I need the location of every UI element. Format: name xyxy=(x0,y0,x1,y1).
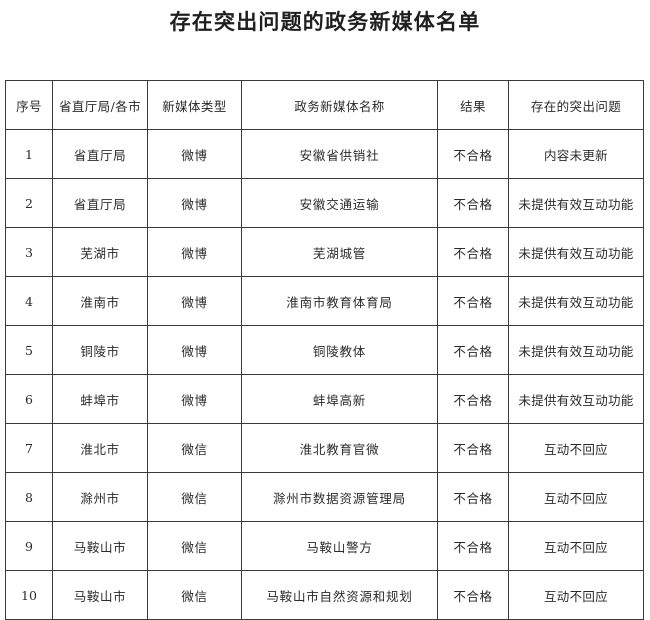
table-row: 3 芜湖市 微博 芜湖城管 不合格 未提供有效互动功能 xyxy=(5,227,644,277)
cell-type: 微博 xyxy=(147,129,242,179)
cell-org: 淮北市 xyxy=(52,423,148,473)
table-row: 4 淮南市 微博 淮南市教育体育局 不合格 未提供有效互动功能 xyxy=(5,276,644,326)
column-header-type: 新媒体类型 xyxy=(147,80,242,130)
cell-type: 微信 xyxy=(147,570,242,620)
cell-problem: 互动不回应 xyxy=(508,472,644,522)
cell-name: 蚌埠高新 xyxy=(241,374,438,424)
table-row: 6 蚌埠市 微博 蚌埠高新 不合格 未提供有效互动功能 xyxy=(5,374,644,424)
cell-name: 滁州市数据资源管理局 xyxy=(241,472,438,522)
cell-type: 微信 xyxy=(147,472,242,522)
cell-index: 4 xyxy=(5,276,53,326)
cell-name: 马鞍山市自然资源和规划 xyxy=(241,570,438,620)
cell-type: 微博 xyxy=(147,178,242,228)
cell-org: 滁州市 xyxy=(52,472,148,522)
cell-result: 不合格 xyxy=(437,521,509,571)
cell-name: 铜陵教体 xyxy=(241,325,438,375)
cell-type: 微信 xyxy=(147,521,242,571)
column-header-index: 序号 xyxy=(5,80,53,130)
cell-org: 蚌埠市 xyxy=(52,374,148,424)
cell-index: 9 xyxy=(5,521,53,571)
cell-type: 微博 xyxy=(147,276,242,326)
cell-result: 不合格 xyxy=(437,227,509,277)
cell-index: 1 xyxy=(5,129,53,179)
cell-name: 淮北教育官微 xyxy=(241,423,438,473)
cell-org: 马鞍山市 xyxy=(52,570,148,620)
cell-result: 不合格 xyxy=(437,570,509,620)
cell-problem: 内容未更新 xyxy=(508,129,644,179)
cell-index: 2 xyxy=(5,178,53,228)
cell-type: 微博 xyxy=(147,325,242,375)
cell-index: 6 xyxy=(5,374,53,424)
cell-org: 芜湖市 xyxy=(52,227,148,277)
cell-org: 省直厅局 xyxy=(52,129,148,179)
table-row: 8 滁州市 微信 滁州市数据资源管理局 不合格 互动不回应 xyxy=(5,472,644,522)
cell-index: 10 xyxy=(5,570,53,620)
cell-index: 3 xyxy=(5,227,53,277)
cell-org: 淮南市 xyxy=(52,276,148,326)
column-header-name: 政务新媒体名称 xyxy=(241,80,438,130)
column-header-result: 结果 xyxy=(437,80,509,130)
table-header: 序号 省直厅局/各市 新媒体类型 政务新媒体名称 结果 存在的突出问题 xyxy=(5,80,644,130)
cell-result: 不合格 xyxy=(437,276,509,326)
cell-result: 不合格 xyxy=(437,423,509,473)
cell-result: 不合格 xyxy=(437,472,509,522)
cell-type: 微博 xyxy=(147,374,242,424)
cell-type: 微博 xyxy=(147,227,242,277)
table-row: 10 马鞍山市 微信 马鞍山市自然资源和规划 不合格 互动不回应 xyxy=(5,570,644,620)
table-header-row: 序号 省直厅局/各市 新媒体类型 政务新媒体名称 结果 存在的突出问题 xyxy=(5,80,644,130)
table-container: 序号 省直厅局/各市 新媒体类型 政务新媒体名称 结果 存在的突出问题 1 省直… xyxy=(5,80,644,620)
cell-problem: 未提供有效互动功能 xyxy=(508,374,644,424)
cell-problem: 未提供有效互动功能 xyxy=(508,325,644,375)
cell-problem: 互动不回应 xyxy=(508,521,644,571)
cell-org: 省直厅局 xyxy=(52,178,148,228)
column-header-problem: 存在的突出问题 xyxy=(508,80,644,130)
cell-problem: 未提供有效互动功能 xyxy=(508,227,644,277)
cell-name: 淮南市教育体育局 xyxy=(241,276,438,326)
cell-name: 安徽省供销社 xyxy=(241,129,438,179)
cell-org: 铜陵市 xyxy=(52,325,148,375)
cell-index: 5 xyxy=(5,325,53,375)
cell-org: 马鞍山市 xyxy=(52,521,148,571)
cell-problem: 互动不回应 xyxy=(508,423,644,473)
cell-problem: 未提供有效互动功能 xyxy=(508,178,644,228)
page-title: 存在突出问题的政务新媒体名单 xyxy=(169,9,481,34)
table-row: 2 省直厅局 微博 安徽交通运输 不合格 未提供有效互动功能 xyxy=(5,178,644,228)
table-row: 7 淮北市 微信 淮北教育官微 不合格 互动不回应 xyxy=(5,423,644,473)
table-row: 5 铜陵市 微博 铜陵教体 不合格 未提供有效互动功能 xyxy=(5,325,644,375)
cell-problem: 互动不回应 xyxy=(508,570,644,620)
cell-result: 不合格 xyxy=(437,325,509,375)
cell-name: 安徽交通运输 xyxy=(241,178,438,228)
media-listing-table: 序号 省直厅局/各市 新媒体类型 政务新媒体名称 结果 存在的突出问题 1 省直… xyxy=(5,80,644,620)
column-header-org: 省直厅局/各市 xyxy=(52,80,148,130)
table-row: 1 省直厅局 微博 安徽省供销社 不合格 内容未更新 xyxy=(5,129,644,179)
cell-index: 8 xyxy=(5,472,53,522)
cell-problem: 未提供有效互动功能 xyxy=(508,276,644,326)
cell-name: 芜湖城管 xyxy=(241,227,438,277)
cell-result: 不合格 xyxy=(437,129,509,179)
cell-name: 马鞍山警方 xyxy=(241,521,438,571)
table-row: 9 马鞍山市 微信 马鞍山警方 不合格 互动不回应 xyxy=(5,521,644,571)
cell-result: 不合格 xyxy=(437,178,509,228)
table-body: 1 省直厅局 微博 安徽省供销社 不合格 内容未更新 2 省直厅局 微博 安徽交… xyxy=(5,129,644,620)
cell-index: 7 xyxy=(5,423,53,473)
cell-result: 不合格 xyxy=(437,374,509,424)
cell-type: 微信 xyxy=(147,423,242,473)
